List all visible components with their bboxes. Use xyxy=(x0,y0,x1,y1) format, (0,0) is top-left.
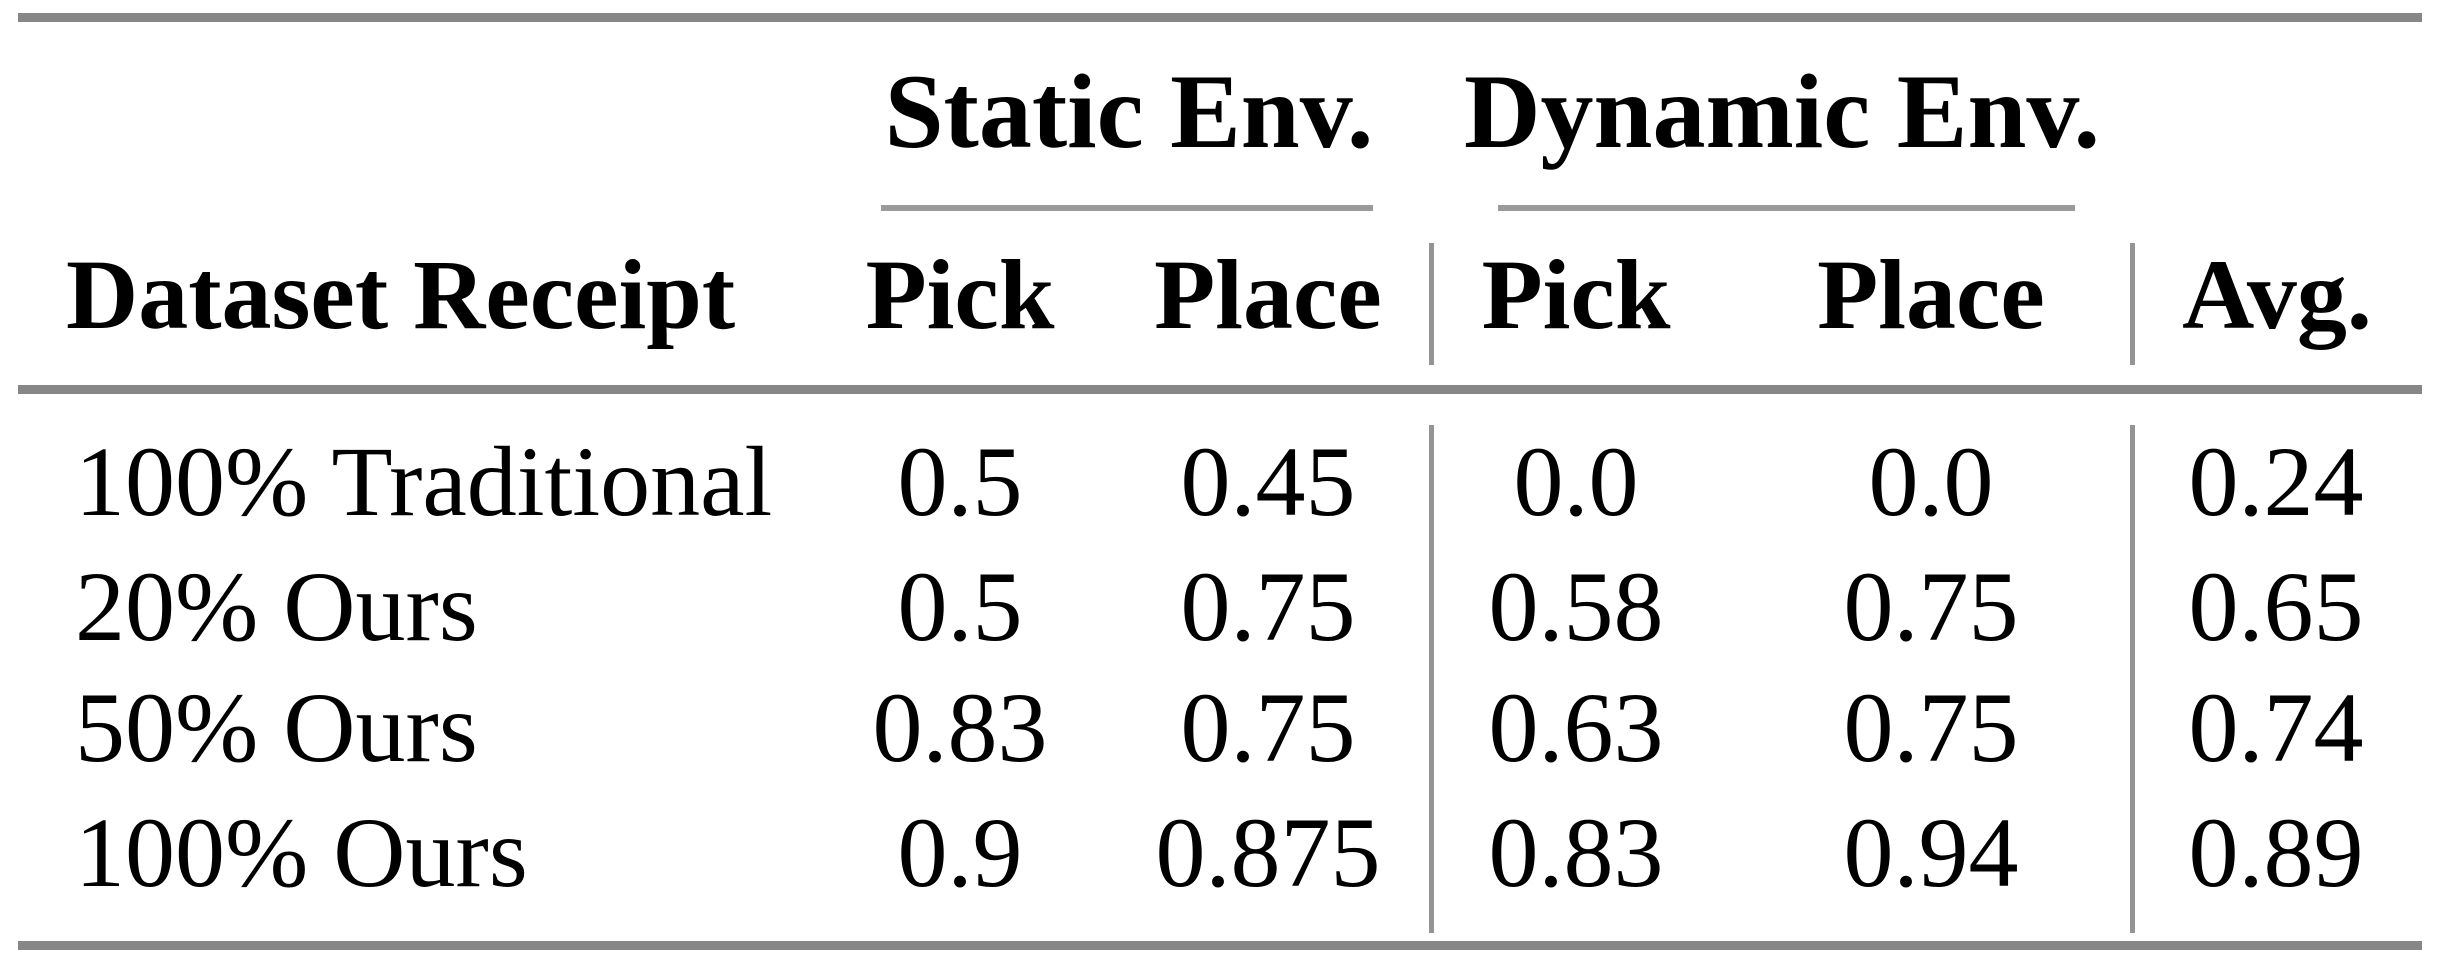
vrule-static-dynamic-header xyxy=(1429,243,1434,365)
group-header-dynamic: Dynamic Env. xyxy=(1463,53,2101,170)
column-header-dataset-receipt: Dataset Receipt xyxy=(66,239,736,350)
vrule-dynamic-avg-header xyxy=(2130,243,2135,365)
row-label: 100% Traditional xyxy=(75,426,773,537)
row-label: 50% Ours xyxy=(75,672,478,783)
column-header-dynamic-pick: Pick xyxy=(1481,239,1671,350)
cell-avg: 0.74 xyxy=(2188,672,2364,783)
cell-dynamic-pick: 0.83 xyxy=(1488,797,1664,908)
cell-static-pick: 0.5 xyxy=(897,551,1023,662)
cell-static-place: 0.75 xyxy=(1180,672,1356,783)
cell-dynamic-place: 0.94 xyxy=(1843,797,2019,908)
vrule-static-dynamic-body xyxy=(1429,425,1434,933)
cell-dynamic-place: 0.0 xyxy=(1868,426,1994,537)
table-top-rule xyxy=(18,13,2422,22)
row-label: 100% Ours xyxy=(75,797,528,908)
row-label: 20% Ours xyxy=(75,551,478,662)
cell-static-place: 0.45 xyxy=(1180,426,1356,537)
cell-static-place: 0.875 xyxy=(1155,797,1381,908)
column-header-avg: Avg. xyxy=(2182,239,2372,350)
group-header-static: Static Env. xyxy=(884,53,1374,170)
column-header-static-pick: Pick xyxy=(865,239,1055,350)
cell-static-pick: 0.9 xyxy=(897,797,1023,908)
cell-dynamic-place: 0.75 xyxy=(1843,672,2019,783)
column-header-dynamic-place: Place xyxy=(1817,239,2045,350)
cell-dynamic-pick: 0.63 xyxy=(1488,672,1664,783)
cell-static-pick: 0.83 xyxy=(872,672,1048,783)
cell-dynamic-pick: 0.58 xyxy=(1488,551,1664,662)
table-header-rule xyxy=(18,385,2422,394)
cell-avg: 0.24 xyxy=(2188,426,2364,537)
cell-avg: 0.65 xyxy=(2188,551,2364,662)
cell-avg: 0.89 xyxy=(2188,797,2364,908)
cell-dynamic-place: 0.75 xyxy=(1843,551,2019,662)
cell-static-pick: 0.5 xyxy=(897,426,1023,537)
cell-static-place: 0.75 xyxy=(1180,551,1356,662)
vrule-dynamic-avg-body xyxy=(2130,425,2135,933)
cmidrule-static xyxy=(881,205,1373,211)
cell-dynamic-pick: 0.0 xyxy=(1513,426,1639,537)
table-bottom-rule xyxy=(18,941,2422,950)
cmidrule-dynamic xyxy=(1498,205,2075,211)
column-header-static-place: Place xyxy=(1154,239,1382,350)
